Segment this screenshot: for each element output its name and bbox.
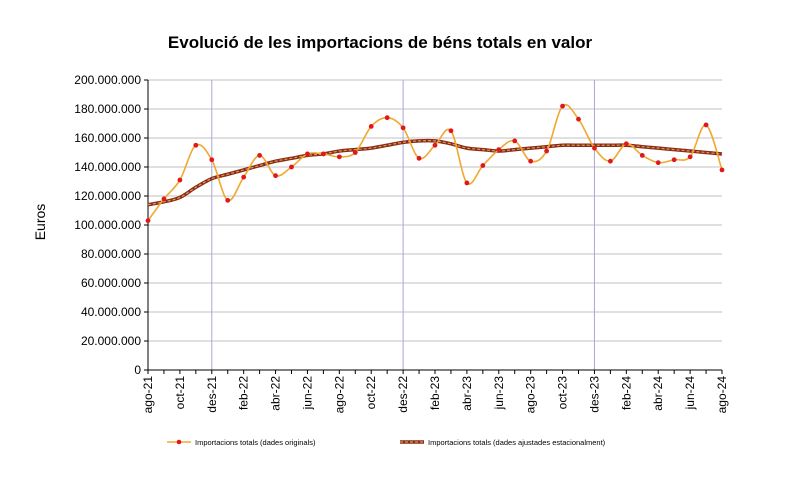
y-tick-label: 40.000.000	[81, 305, 141, 319]
x-tick-label: oct-23	[556, 376, 570, 410]
legend-marker-original	[176, 439, 182, 445]
x-ticks: ago-21 oct-21 des-21 feb-22 abr-22 jun-22 ago-…	[141, 370, 729, 413]
data-point	[464, 180, 470, 186]
y-ticks: 0 20.000.000 40.000.000 60.000.000 80.000.00…	[74, 73, 148, 377]
x-tick-label: oct-22	[364, 376, 378, 410]
y-tick-label: 180.000.000	[74, 102, 141, 116]
x-tick-label: jun-22	[300, 376, 314, 411]
legend-label-adjusted: Importacions totals (dades ajustades est…	[428, 438, 606, 447]
x-tick-label: feb-23	[428, 376, 442, 410]
series-adjusted-dash	[147, 140, 723, 206]
data-point	[368, 124, 374, 129]
data-point	[305, 151, 310, 157]
x-tick-label: des-23	[587, 376, 601, 413]
x-tick-label: ago-24	[715, 376, 729, 414]
data-point	[671, 157, 677, 163]
data-point	[480, 163, 486, 168]
y-axis-label: Euros	[32, 204, 48, 241]
data-point	[607, 158, 613, 164]
x-tick-label: abr-22	[269, 376, 283, 411]
x-tick-label: ago-21	[141, 376, 155, 414]
x-tick-label: oct-21	[173, 376, 187, 410]
y-tick-label: 80.000.000	[81, 247, 141, 261]
data-point	[528, 158, 534, 164]
x-tick-label: abr-24	[651, 376, 665, 411]
x-tick-label: ago-22	[332, 376, 346, 414]
data-point	[384, 115, 390, 121]
data-point	[496, 147, 502, 153]
data-point	[320, 151, 326, 157]
y-tick-label: 160.000.000	[74, 131, 141, 145]
data-point	[145, 218, 151, 224]
data-point	[225, 197, 231, 203]
y-tick-label: 140.000.000	[74, 160, 141, 174]
data-point	[560, 103, 565, 109]
data-point	[241, 174, 247, 180]
data-point	[400, 125, 406, 131]
x-tick-label: feb-24	[619, 376, 633, 410]
y-tick-label: 200.000.000	[74, 73, 141, 87]
y-tick-label: 120.000.000	[74, 189, 141, 203]
x-tick-label: jun-23	[492, 376, 506, 411]
data-point	[655, 160, 661, 166]
data-point	[512, 138, 518, 144]
data-point	[544, 148, 550, 154]
data-point	[416, 155, 422, 161]
x-tick-label: feb-22	[237, 376, 251, 410]
series-original	[145, 103, 725, 224]
legend-label-original: Importacions totals (dades originals)	[195, 438, 316, 447]
y-tick-label: 100.000.000	[74, 218, 141, 232]
data-point	[623, 141, 629, 147]
x-tick-label: ago-23	[524, 376, 538, 414]
gridlines	[148, 79, 722, 342]
data-point	[336, 154, 342, 160]
chart-title: Evolució de les importacions de béns tot…	[168, 33, 593, 52]
data-point	[209, 157, 215, 163]
data-point	[177, 177, 183, 183]
legend-item-adjusted: Importacions totals (dades ajustades est…	[400, 438, 606, 447]
data-point	[687, 154, 693, 160]
x-tick-label: abr-23	[460, 376, 474, 411]
data-point	[592, 145, 597, 151]
data-point	[432, 142, 438, 148]
x-tick-label: jun-24	[683, 376, 697, 411]
data-point	[257, 153, 263, 158]
data-point	[448, 128, 454, 134]
data-point	[193, 142, 199, 148]
data-point	[289, 164, 294, 170]
data-point	[703, 122, 709, 128]
legend-item-original: Importacions totals (dades originals)	[167, 438, 316, 447]
y-tick-label: 20.000.000	[81, 334, 141, 348]
data-point	[719, 167, 725, 173]
data-point	[639, 153, 645, 158]
data-point	[273, 173, 278, 179]
data-point	[576, 116, 581, 122]
x-tick-label: des-21	[205, 376, 219, 413]
legend: Importacions totals (dades originals) Im…	[167, 438, 606, 447]
series-original-line	[147, 104, 723, 222]
data-point	[352, 150, 358, 155]
y-tick-label: 0	[134, 363, 141, 377]
data-point	[161, 196, 167, 202]
x-tick-label: des-22	[396, 376, 410, 413]
y-tick-label: 60.000.000	[81, 276, 141, 290]
